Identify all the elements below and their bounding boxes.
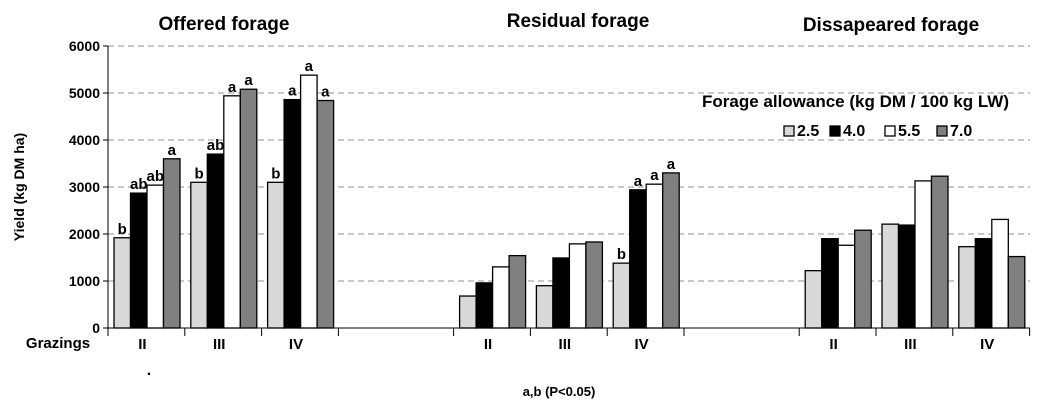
bar — [129, 192, 148, 329]
bar — [612, 262, 631, 329]
legend-swatch — [884, 125, 896, 137]
significance-label: b — [617, 246, 626, 263]
panel-title-disappeared: Dissapeared forage — [803, 15, 979, 36]
bar — [974, 238, 993, 329]
significance-label: ab — [207, 137, 225, 154]
y-tick-label: 1000 — [69, 273, 100, 289]
bar — [206, 153, 225, 329]
legend-label: 7.0 — [950, 123, 972, 140]
bar — [552, 257, 571, 329]
bar — [190, 181, 208, 329]
legend-title: Forage allowance (kg DM / 100 kg LW) — [702, 92, 1009, 111]
bar — [914, 180, 933, 329]
panel-title-residual: Residual forage — [507, 11, 650, 32]
bar — [662, 172, 680, 329]
category-label: IV — [980, 336, 994, 353]
bar — [458, 295, 477, 329]
stray-mark: . — [147, 362, 151, 379]
bar — [283, 98, 302, 329]
bar — [535, 285, 554, 329]
bar — [1007, 255, 1026, 329]
category-label: III — [904, 336, 917, 353]
significance-label: a — [634, 173, 643, 190]
significance-label: a — [228, 79, 237, 96]
category-label: II — [829, 336, 837, 353]
bar — [113, 237, 132, 329]
significance-label: a — [305, 58, 314, 75]
category-label: II — [484, 336, 492, 353]
panel-title-offered: Offered forage — [159, 14, 290, 35]
legend: 2.5 4.0 5.5 7.0 — [783, 123, 972, 140]
bar — [930, 175, 949, 329]
significance-label: ab — [130, 176, 148, 193]
bar — [316, 99, 335, 329]
y-tick-label: 5000 — [69, 85, 100, 101]
bar — [645, 183, 664, 329]
y-tick-label: 4000 — [69, 132, 100, 148]
significance-label: ab — [146, 168, 164, 185]
bar — [299, 74, 318, 329]
significance-label: b — [271, 165, 280, 182]
bar — [897, 224, 916, 329]
category-label: IV — [635, 336, 649, 353]
legend-label: 2.5 — [797, 123, 819, 140]
y-tick-label: 2000 — [69, 226, 100, 242]
y-axis-label: Yield (kg DM ha) — [11, 133, 27, 241]
bar — [804, 270, 823, 329]
significance-label: a — [321, 84, 330, 101]
bar — [568, 243, 587, 329]
significance-label: a — [650, 167, 659, 184]
x-axis-row-label: Grazings — [26, 335, 90, 352]
y-tick-label: 3000 — [69, 179, 100, 195]
bar — [146, 184, 165, 329]
significance-label: b — [194, 165, 203, 182]
bar — [266, 181, 285, 329]
bar — [854, 229, 872, 329]
significance-label: a — [288, 83, 297, 100]
chart-text: Offered forage Residual forage Dissapear… — [11, 11, 1009, 399]
bar — [991, 218, 1009, 329]
legend-swatch — [783, 125, 795, 137]
legend-swatch — [936, 125, 948, 137]
significance-label: a — [244, 72, 253, 89]
bar — [958, 246, 976, 329]
significance-label: a — [667, 156, 676, 173]
legend-swatch — [829, 125, 841, 137]
bar — [881, 223, 900, 329]
bar — [491, 266, 510, 329]
x-axis-label: a,b (P<0.05) — [523, 384, 596, 399]
y-tick-label: 6000 — [69, 38, 100, 54]
bar — [629, 189, 647, 329]
bar — [239, 88, 258, 329]
significance-label: a — [168, 142, 177, 159]
legend-label: 5.5 — [898, 123, 920, 140]
category-label: III — [559, 336, 572, 353]
significance-label: b — [118, 221, 127, 238]
category-label: III — [213, 336, 226, 353]
bar — [837, 244, 856, 329]
legend-label: 4.0 — [843, 123, 865, 140]
bar — [508, 254, 527, 329]
bar — [162, 158, 181, 329]
bar — [223, 95, 241, 329]
y-tick-label: 0 — [92, 320, 100, 336]
category-label: IV — [289, 336, 303, 353]
bar — [585, 241, 604, 329]
bar — [475, 282, 494, 329]
bar — [821, 238, 839, 329]
category-label: II — [138, 336, 146, 353]
